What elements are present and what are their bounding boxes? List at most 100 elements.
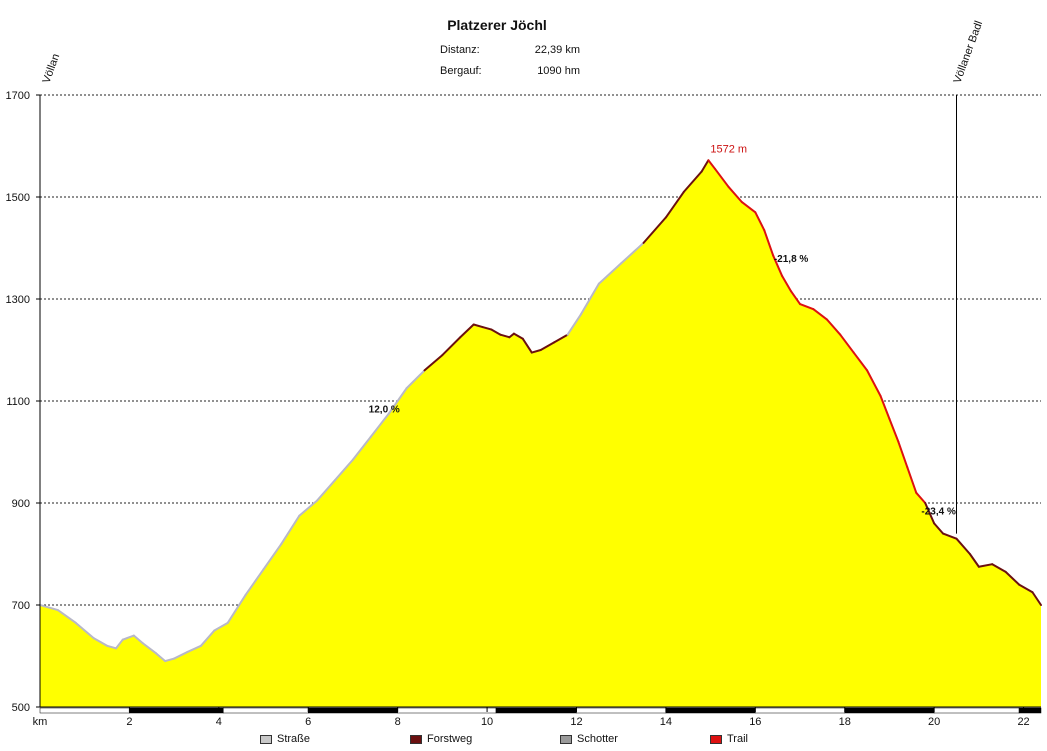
profile-segment	[906, 466, 918, 494]
profile-segment	[173, 650, 189, 660]
profile-segment	[141, 642, 158, 655]
surface-bar	[933, 707, 1020, 714]
profile-segment	[642, 216, 667, 244]
profile-segment	[92, 637, 109, 647]
surface-bar	[397, 707, 497, 714]
profile-line-layer	[39, 159, 1042, 663]
surface-bar	[1018, 707, 1042, 714]
profile-segment	[977, 563, 994, 568]
y-tick-label: 1100	[6, 396, 30, 408]
x-tick-label: 4	[216, 716, 222, 728]
legend-item: Straße	[260, 733, 310, 745]
x-tick-label: 20	[928, 716, 940, 728]
profile-segment	[772, 254, 784, 278]
x-tick-label: 18	[839, 716, 851, 728]
y-tick-label: 1300	[6, 294, 30, 306]
profile-segment	[553, 333, 569, 344]
surface-bar	[665, 707, 756, 714]
legend-swatch	[260, 734, 272, 744]
start-place-label: Völlan	[41, 52, 63, 85]
ascent-label: Bergauf:	[440, 65, 482, 77]
x-tick-label: 6	[305, 716, 311, 728]
profile-segment	[74, 621, 95, 640]
profile-segment	[790, 290, 802, 306]
profile-segment	[213, 621, 229, 632]
distance-value: 22,39 km	[535, 44, 580, 56]
profile-segment	[597, 262, 623, 285]
y-tick-label: 1700	[6, 90, 30, 102]
profile-segment	[781, 275, 793, 293]
profile-segment	[897, 440, 909, 469]
profile-segment	[121, 634, 135, 641]
legend-label: Schotter	[577, 733, 618, 745]
profile-segment	[740, 201, 757, 214]
profile-segment	[155, 652, 167, 663]
surface-bar	[129, 707, 224, 714]
profile-segment	[924, 502, 936, 525]
profile-segment	[262, 542, 283, 571]
profile-segment	[682, 170, 703, 193]
profile-segment	[754, 211, 766, 232]
elevation-area	[40, 160, 1041, 708]
profile-segment	[441, 336, 462, 357]
ascent-value: 1090 hm	[537, 65, 580, 77]
profile-segment	[530, 349, 542, 354]
profile-segment	[1031, 591, 1042, 606]
x-tick-label: 22	[1017, 716, 1029, 728]
profile-segment	[459, 323, 475, 339]
legend-swatch	[560, 734, 572, 744]
legend-label: Straße	[277, 733, 311, 745]
gradient-label: 12,0 %	[369, 405, 400, 416]
x-tick-label: 10	[481, 716, 493, 728]
profile-segment	[298, 499, 319, 517]
distance-label: Distanz:	[440, 44, 480, 56]
x-axis-label: km	[33, 716, 48, 728]
profile-segment	[933, 522, 945, 535]
profile-segment	[387, 387, 408, 415]
profile-segment	[1018, 583, 1034, 594]
x-tick-label: 14	[660, 716, 672, 728]
profile-segment	[839, 333, 855, 354]
peak-elevation-label: 1572 m	[710, 143, 747, 155]
profile-segment	[620, 241, 645, 265]
legend-item: Forstweg	[410, 733, 472, 745]
x-tick-label: 16	[749, 716, 761, 728]
profile-segment	[115, 638, 124, 650]
profile-segment	[942, 532, 958, 540]
profile-segment	[539, 341, 556, 351]
profile-segment	[132, 634, 144, 645]
y-tick-label: 500	[12, 702, 30, 714]
profile-segment	[490, 328, 502, 336]
profile-segment	[799, 303, 815, 311]
surface-bar	[307, 707, 398, 714]
profile-segment	[472, 323, 484, 329]
surface-bar	[223, 707, 309, 714]
legend-swatch	[710, 734, 722, 744]
profile-segment	[888, 417, 900, 443]
profile-segment	[334, 458, 354, 482]
profile-segment	[423, 354, 444, 372]
area-layer	[40, 160, 1041, 708]
profile-segment	[915, 491, 927, 504]
x-tick-label: 12	[570, 716, 582, 728]
profile-segment	[512, 332, 524, 340]
profile-segment	[991, 563, 1007, 573]
profile-segment	[499, 333, 511, 339]
chart-title: Platzerer Jöchl	[447, 17, 547, 33]
profile-segment	[280, 514, 301, 545]
profile-segment	[664, 190, 685, 219]
y-tick-label: 700	[12, 600, 30, 612]
profile-segment	[405, 369, 426, 390]
annotation-layer: 1572 m 12,0 % -21,8 % -23,4 %	[369, 143, 956, 517]
profile-segment	[714, 167, 730, 188]
profile-segment	[866, 369, 882, 397]
legend-label: Trail	[727, 733, 748, 745]
profile-segment	[579, 282, 600, 316]
legend: Straße Forstweg Schotter Trail	[0, 729, 1047, 751]
elevation-profile-chart: 500 700 900 1100 1300 1500 1700 km 2 4 6 8 10 12 14 16 1…	[6, 17, 1042, 728]
profile-segment	[244, 568, 265, 596]
surface-bar	[576, 707, 667, 714]
surface-bar	[39, 707, 130, 714]
legend-label: Forstweg	[427, 733, 473, 745]
profile-segment	[968, 553, 980, 568]
